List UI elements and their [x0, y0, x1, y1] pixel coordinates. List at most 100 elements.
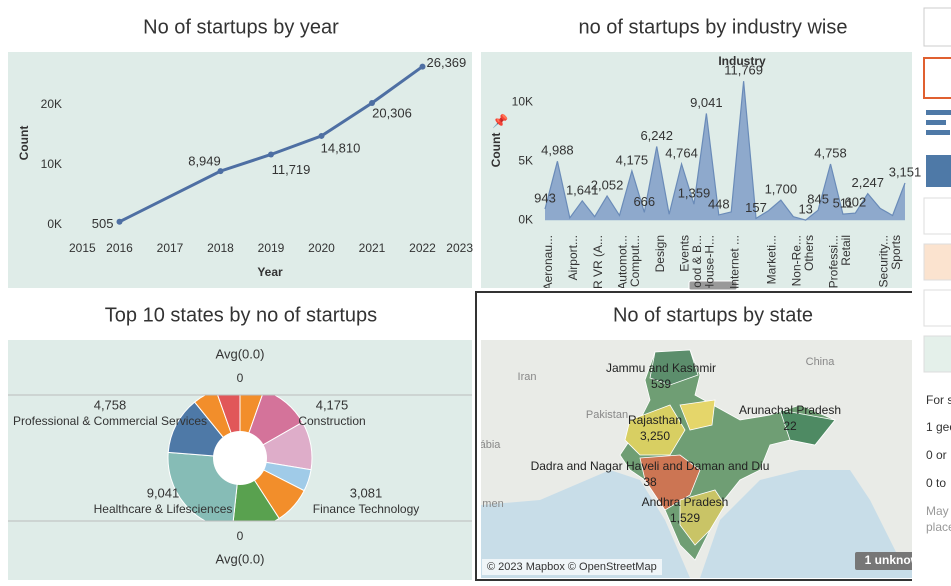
data-label: 9,041: [690, 95, 723, 110]
category-label: Professional & Commercial Services: [13, 414, 207, 428]
place-label: men: [482, 498, 503, 510]
x-tick-label: 2021: [359, 241, 386, 255]
x-tick-label: Sports: [889, 235, 903, 270]
x-axis-label: Year: [257, 265, 283, 279]
data-label: 943: [534, 190, 556, 205]
x-tick-label: Marketi...: [765, 235, 779, 284]
state-shape: [639, 454, 701, 511]
state-value: 22: [783, 419, 797, 433]
state-shape: [649, 349, 699, 386]
sheet-icon[interactable]: [923, 335, 951, 373]
x-tick-label: Security...: [876, 235, 890, 287]
data-label: 2,247: [851, 175, 884, 190]
sheet-icon[interactable]: [926, 155, 951, 187]
x-tick-label: House-H...: [703, 235, 717, 292]
sheet-icon[interactable]: [926, 110, 951, 115]
area-line: [544, 81, 906, 221]
sheet-icon[interactable]: [923, 289, 951, 327]
point: [116, 218, 123, 225]
data-label: 3,081: [350, 485, 383, 500]
x-tick-label: Comput...: [628, 235, 642, 287]
panel: [8, 52, 472, 288]
x-tick-label: Events: [678, 235, 692, 272]
state-value: 539: [651, 377, 671, 391]
x-tick-label: Others: [802, 235, 816, 271]
data-label: 4,175: [616, 152, 649, 167]
line: [118, 65, 424, 224]
y-axis-label: Count: [17, 126, 31, 161]
sheet-icon[interactable]: [923, 57, 951, 99]
data-label: 666: [633, 194, 655, 209]
point: [419, 63, 426, 70]
data-label: 3,151: [889, 164, 922, 179]
pin-icon[interactable]: 📌: [492, 112, 508, 128]
data-label: 157: [745, 200, 767, 215]
x-tick-label: 2022: [409, 241, 436, 255]
sheet-icon[interactable]: [923, 197, 951, 235]
sheet-icon[interactable]: [923, 7, 951, 47]
x-tick-label: Retail: [839, 235, 853, 266]
y-tick-label: 0K: [518, 212, 533, 226]
y-tick-label: 5K: [518, 153, 533, 167]
state-shape: [679, 489, 726, 546]
x-tick-label: Non-Re...: [789, 235, 803, 286]
sidebar-text: 0 to: [926, 476, 946, 490]
data-label: 13: [798, 201, 812, 216]
reference-value: 0: [237, 529, 244, 543]
data-label: 4,764: [665, 145, 698, 160]
map-sea: [481, 470, 690, 578]
data-label: 4,988: [541, 143, 574, 158]
scroll-handle[interactable]: [688, 280, 738, 291]
x-tick-label: Airport...: [566, 235, 580, 280]
point: [217, 168, 224, 175]
x-tick-label: 2020: [308, 241, 335, 255]
category-label: Construction: [298, 414, 365, 428]
reference-label: Avg(0.0): [216, 551, 265, 566]
data-label: 2,052: [591, 177, 624, 192]
data-label: 1,700: [765, 182, 798, 197]
data-label: 9,041: [147, 485, 180, 500]
data-label: 26,369: [427, 55, 467, 70]
state-name: Rajasthan: [628, 413, 682, 427]
x-tick-label: Professi...: [827, 235, 841, 288]
sidebar-text: 0 or: [926, 448, 947, 462]
place-label: Iran: [518, 371, 537, 383]
sidebar-text: For s: [926, 393, 951, 407]
y-tick-label: 0K: [47, 217, 62, 231]
group: [167, 395, 313, 521]
x-tick-label: Aeronau...: [541, 235, 555, 290]
chart-title: Top 10 states by no of startups: [105, 304, 377, 326]
state-name: Arunachal Pradesh: [739, 403, 841, 417]
place-label: China: [806, 356, 836, 368]
y-tick-label: 20K: [41, 97, 62, 111]
data-label: 1,641: [566, 182, 599, 197]
group: Aeronau... Airport... AR VR (A... Automot..…: [534, 63, 922, 292]
sidebar-text: For s 1 geo 0 or 0 to May place: [926, 393, 951, 534]
x-tick-label: 2015: [69, 241, 96, 255]
data-label: 845: [807, 192, 829, 207]
badge-text[interactable]: 1 unknown: [865, 553, 928, 567]
area: [545, 81, 905, 221]
data-label: 505: [92, 216, 114, 231]
state-name: Jammu and Kashmir: [606, 361, 716, 375]
subtitle: Industry: [718, 54, 766, 68]
data-label: 6,242: [640, 128, 673, 143]
sheet-icon[interactable]: [923, 243, 951, 281]
state-shape: [679, 399, 716, 431]
place-label: Pakistan: [586, 409, 628, 421]
x-tick-label: 2017: [157, 241, 184, 255]
chart-title: No of startups by year: [143, 16, 339, 38]
map-title: No of startups by state: [613, 304, 813, 326]
pie-slice: [217, 395, 241, 459]
data-label: 11,769: [724, 63, 763, 78]
point: [268, 151, 274, 158]
data-label: 4,758: [94, 397, 127, 412]
x-tick-label: Design: [653, 235, 667, 272]
data-label: 1,359: [678, 186, 711, 201]
data-label: 8,949: [188, 154, 221, 169]
sheet-icon[interactable]: [926, 130, 950, 135]
map: [481, 340, 940, 578]
y-axis-label: Count: [489, 133, 503, 168]
place-label: ábia: [480, 439, 502, 451]
sheet-icon[interactable]: [926, 120, 946, 125]
